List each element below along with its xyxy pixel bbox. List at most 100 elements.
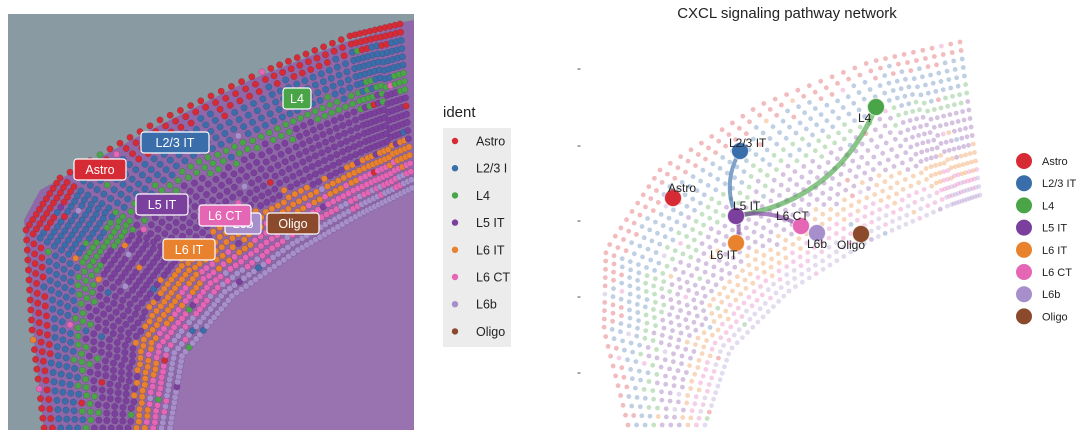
background-spot [768,198,774,204]
background-spot [799,174,805,180]
tissue-spot [198,198,206,206]
tissue-spot [225,257,233,264]
background-spot [652,175,657,181]
background-spot [846,111,852,117]
background-spot [603,250,609,256]
background-spot [863,204,868,210]
tissue-spot [312,188,320,196]
ident-legend-swatch [451,273,459,281]
tissue-spot [248,73,256,81]
background-spot [946,77,952,82]
background-spot [847,128,853,134]
background-spot [639,413,645,419]
background-spot [827,216,833,222]
background-spot [715,248,721,254]
background-spot [836,115,841,121]
background-spot [705,183,711,188]
background-spot [768,264,774,270]
tissue-spot [244,263,251,271]
background-spot [740,113,746,119]
tissue-spot [57,424,65,430]
background-spot [761,193,766,199]
tissue-spot [158,218,166,226]
tissue-spot [203,191,210,198]
background-spot [738,259,744,264]
ident-legend-label: L5 IT [476,216,505,230]
background-spot [759,233,765,239]
background-spot [661,279,667,284]
tissue-spot [67,278,75,286]
tissue-spot [141,381,149,389]
background-spot [833,240,839,246]
tissue-spot [98,386,106,394]
background-spot [891,210,896,215]
tissue-spot [212,134,220,142]
background-spot [812,89,818,95]
background-spot [910,134,915,140]
tissue-spot [71,415,79,423]
tissue-spot [315,62,323,70]
tissue-spot [299,158,307,166]
tissue-label-box [140,131,210,154]
background-spot [702,422,708,428]
background-spot [724,261,730,267]
background-spot [906,193,912,199]
background-spot [797,120,803,126]
tissue-label-box [282,87,312,110]
tissue-spot [33,279,40,287]
tissue-spot [325,66,333,74]
tissue-spot [140,336,148,343]
tissue-spot [274,202,282,210]
background-spot [635,310,641,315]
background-spot [660,294,666,300]
tissue-spot [103,238,111,246]
tissue-spot [67,338,75,346]
background-spot [878,65,883,71]
tissue-spot [282,121,290,128]
background-spot [790,98,795,104]
background-spot [806,202,812,207]
background-spot [937,161,943,167]
tissue-spot [239,139,247,146]
background-spot [675,165,681,171]
tissue-spot [78,407,86,415]
background-spot [856,164,862,170]
background-spot [888,185,894,191]
background-spot [747,119,752,125]
background-spot [758,284,763,289]
background-spot [678,241,683,246]
tissue-spot [228,292,236,300]
background-spot [795,87,801,93]
background-spot [967,116,973,121]
tissue-spot [35,309,43,317]
tissue-spot [310,198,318,206]
tissue-spot [40,424,48,430]
tissue-spot [255,264,262,272]
tissue-spots [22,20,414,430]
tissue-spot [86,248,94,256]
background-spot [688,147,694,153]
network-legend-swatch [1016,286,1032,303]
tissue-spot [326,101,334,109]
background-spot [654,372,660,377]
background-spot [896,112,901,118]
background-spot [751,289,757,294]
tissue-spot [50,199,57,207]
tissue-spot [195,158,203,166]
tissue-spot [338,87,346,95]
tissue-spot [94,401,102,409]
tissue-spot [174,319,182,327]
background-spot [618,321,624,326]
background-spot [820,211,826,217]
tissue-spot [264,257,272,265]
tissue-spot [160,285,168,293]
tissue-spot [235,176,243,184]
tissue-spot [74,281,82,289]
background-spot [807,100,812,105]
background-spot [702,395,708,401]
background-spot [685,393,690,398]
background-spot [613,373,618,379]
background-spot [610,318,615,324]
